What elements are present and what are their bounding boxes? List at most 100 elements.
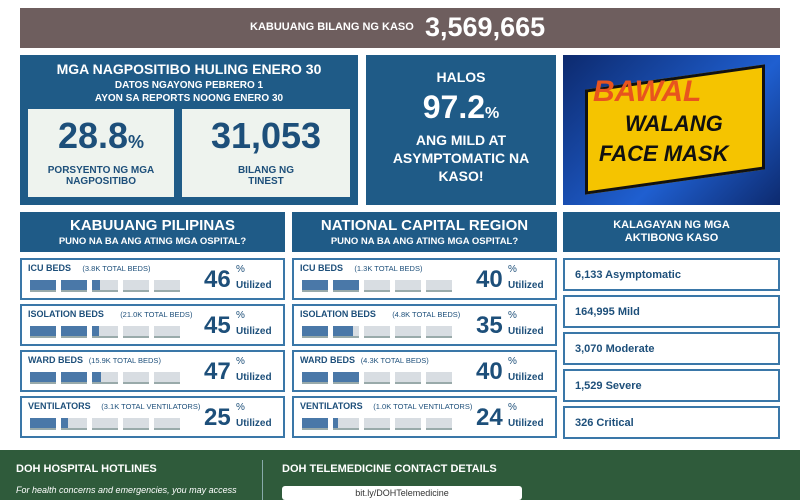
capacity-row: WARD BEDS (4.3K TOTAL BEDS) 40% Utilized bbox=[292, 350, 557, 392]
bed-icon bbox=[426, 280, 452, 292]
positivity-line: AYON SA REPORTS NOONG ENERO 30 bbox=[94, 93, 284, 104]
bed-icon bbox=[92, 372, 118, 384]
bed-icon bbox=[30, 280, 56, 292]
bed-fill bbox=[302, 372, 328, 382]
bed-fill bbox=[61, 418, 68, 428]
utilized-label: Utilized bbox=[508, 326, 544, 337]
bed-icon bbox=[302, 326, 328, 338]
rate-box: 28.8% PORSYENTO NG MGA NAGPOSITIBO bbox=[28, 109, 174, 197]
bed-icon bbox=[364, 372, 390, 384]
bed-icon bbox=[302, 372, 328, 384]
bed-fill bbox=[92, 326, 99, 336]
bed-fill bbox=[333, 372, 359, 382]
bed-fill bbox=[30, 372, 56, 382]
bed-icon bbox=[61, 372, 87, 384]
percent-value: 25 bbox=[204, 404, 231, 431]
total-bar: KABUUANG BILANG NG KASO 3,569,665 bbox=[20, 8, 780, 48]
row-label: ISOLATION BEDS bbox=[28, 309, 104, 319]
row-detail: (21.0K TOTAL BEDS) bbox=[120, 310, 193, 319]
capacity-row: ISOLATION BEDS (21.0K TOTAL BEDS) 45% Utili… bbox=[20, 304, 285, 346]
mild-unit: % bbox=[485, 105, 500, 122]
row-detail: (4.8K TOTAL BEDS) bbox=[392, 310, 461, 319]
row-detail: (1.0K TOTAL VENTILATORS) bbox=[373, 402, 473, 411]
bed-icon bbox=[154, 372, 180, 384]
row-label: ISOLATION BEDS bbox=[300, 309, 376, 319]
bed-icon bbox=[302, 418, 328, 430]
mild-panel: HALOS 97.2% ANG MILD AT ASYMPTOMATIC NA … bbox=[366, 55, 556, 205]
active-row: 1,529 Severe bbox=[563, 369, 780, 402]
utilized-label: Utilized bbox=[236, 280, 272, 291]
bed-icon bbox=[364, 418, 390, 430]
percent-sign: % bbox=[236, 402, 245, 413]
mild-value: 97.2 bbox=[422, 89, 486, 125]
bed-icon bbox=[302, 280, 328, 292]
bed-fill bbox=[30, 326, 56, 336]
total-value: 3,569,665 bbox=[425, 12, 546, 42]
bed-fill bbox=[302, 280, 328, 290]
active-row: 326 Critical bbox=[563, 406, 780, 439]
positivity-panel: MGA NAGPOSITIBO HULING ENERO 30 DATOS NG… bbox=[20, 55, 358, 205]
active-row: 3,070 Moderate bbox=[563, 332, 780, 365]
percent-value: 45 bbox=[204, 312, 231, 339]
bed-icon bbox=[395, 372, 421, 384]
bed-icon bbox=[123, 326, 149, 338]
divider bbox=[262, 460, 263, 500]
row-detail: (1.3K TOTAL BEDS) bbox=[354, 264, 423, 273]
bed-fill bbox=[61, 372, 87, 382]
capacity-row: ICU BEDS (3.8K TOTAL BEDS) 46% Utilized bbox=[20, 258, 285, 300]
capacity-row: WARD BEDS (15.9K TOTAL BEDS) 47% Utilized bbox=[20, 350, 285, 392]
tested-value: 31,053 bbox=[210, 115, 322, 156]
footer-link[interactable]: bit.ly/DOHTelemedicine bbox=[282, 486, 522, 500]
bed-fill bbox=[92, 372, 102, 382]
active-text: 6,133 Asymptomatic bbox=[575, 269, 681, 281]
percent-value: 35 bbox=[476, 312, 503, 339]
panel-header: KABUUANG PILIPINAS PUNO NA BA ANG ATING M… bbox=[20, 212, 285, 252]
bed-icon bbox=[123, 280, 149, 292]
bed-icon bbox=[30, 372, 56, 384]
banner-text: BAWAL bbox=[593, 75, 702, 108]
bed-fill bbox=[333, 418, 339, 428]
percent-value: 40 bbox=[476, 358, 503, 385]
bed-icon bbox=[154, 280, 180, 292]
bed-icon bbox=[154, 326, 180, 338]
utilized-label: Utilized bbox=[236, 326, 272, 337]
bed-icon bbox=[333, 372, 359, 384]
percent-value: 24 bbox=[476, 404, 503, 431]
bed-icon bbox=[92, 280, 118, 292]
row-detail: (15.9K TOTAL BEDS) bbox=[88, 356, 161, 365]
bed-icon bbox=[426, 326, 452, 338]
positivity-line: DATOS NGAYONG PEBRERO 1 bbox=[114, 80, 264, 91]
bed-icon bbox=[123, 418, 149, 430]
bed-fill bbox=[92, 280, 100, 290]
bed-fill bbox=[333, 326, 353, 336]
mask-banner: BAWAL WALANG FACE MASK bbox=[563, 55, 780, 205]
row-label: WARD BEDS bbox=[28, 355, 84, 365]
row-detail: (3.1K TOTAL VENTILATORS) bbox=[101, 402, 201, 411]
bed-icon bbox=[92, 418, 118, 430]
bed-icon bbox=[426, 372, 452, 384]
bed-fill bbox=[302, 326, 328, 336]
bed-icon bbox=[61, 326, 87, 338]
banner-text: FACE MASK bbox=[599, 141, 729, 166]
utilized-label: Utilized bbox=[236, 372, 272, 383]
row-label: VENTILATORS bbox=[300, 401, 363, 411]
row-label: ICU BEDS bbox=[300, 263, 344, 273]
row-detail: (4.3K TOTAL BEDS) bbox=[360, 356, 429, 365]
mild-lead: HALOS bbox=[436, 69, 486, 85]
bed-icon bbox=[395, 418, 421, 430]
bed-icon bbox=[154, 418, 180, 430]
active-row: 164,995 Mild bbox=[563, 295, 780, 328]
capacity-row: ISOLATION BEDS (4.8K TOTAL BEDS) 35% Utiliz… bbox=[292, 304, 557, 346]
bed-icon bbox=[61, 280, 87, 292]
percent-value: 46 bbox=[204, 266, 231, 293]
bed-icon bbox=[61, 418, 87, 430]
row-label: ICU BEDS bbox=[28, 263, 72, 273]
bed-fill bbox=[30, 280, 56, 290]
active-title: KALAGAYAN NG MGA AKTIBONG KASO bbox=[613, 219, 730, 244]
percent-value: 47 bbox=[204, 358, 231, 385]
bed-icon bbox=[395, 326, 421, 338]
bed-icon bbox=[364, 326, 390, 338]
percent-sign: % bbox=[508, 356, 517, 367]
percent-sign: % bbox=[508, 264, 517, 275]
